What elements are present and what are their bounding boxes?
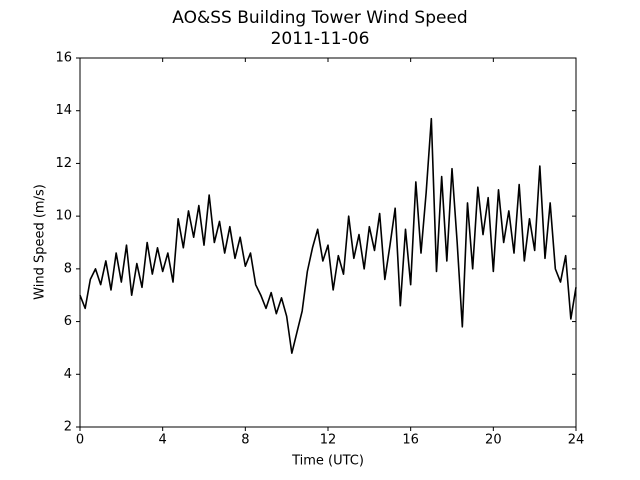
- x-tick-label: 0: [76, 433, 84, 448]
- x-axis-label: Time (UTC): [291, 454, 364, 469]
- y-tick-label: 10: [55, 209, 72, 224]
- x-tick-label: 12: [320, 433, 337, 448]
- x-tick-label: 4: [159, 433, 167, 448]
- y-tick-label: 6: [64, 314, 72, 329]
- y-tick-label: 2: [64, 420, 72, 435]
- y-tick-label: 8: [64, 261, 72, 276]
- chart-subtitle: 2011-11-06: [271, 29, 370, 49]
- x-tick-label: 8: [241, 433, 249, 448]
- y-tick-label: 12: [55, 156, 72, 171]
- y-tick-label: 14: [55, 103, 72, 118]
- y-tick-label: 16: [55, 51, 72, 66]
- x-tick-label: 16: [402, 433, 419, 448]
- plot-frame: [79, 57, 577, 428]
- chart-title: AO&SS Building Tower Wind Speed: [172, 8, 467, 28]
- x-tick-label: 20: [485, 433, 502, 448]
- data-line: [79, 117, 577, 355]
- x-tick-label: 24: [568, 433, 585, 448]
- y-axis-label: Wind Speed (m/s): [33, 184, 48, 300]
- y-tick-label: 4: [64, 367, 72, 382]
